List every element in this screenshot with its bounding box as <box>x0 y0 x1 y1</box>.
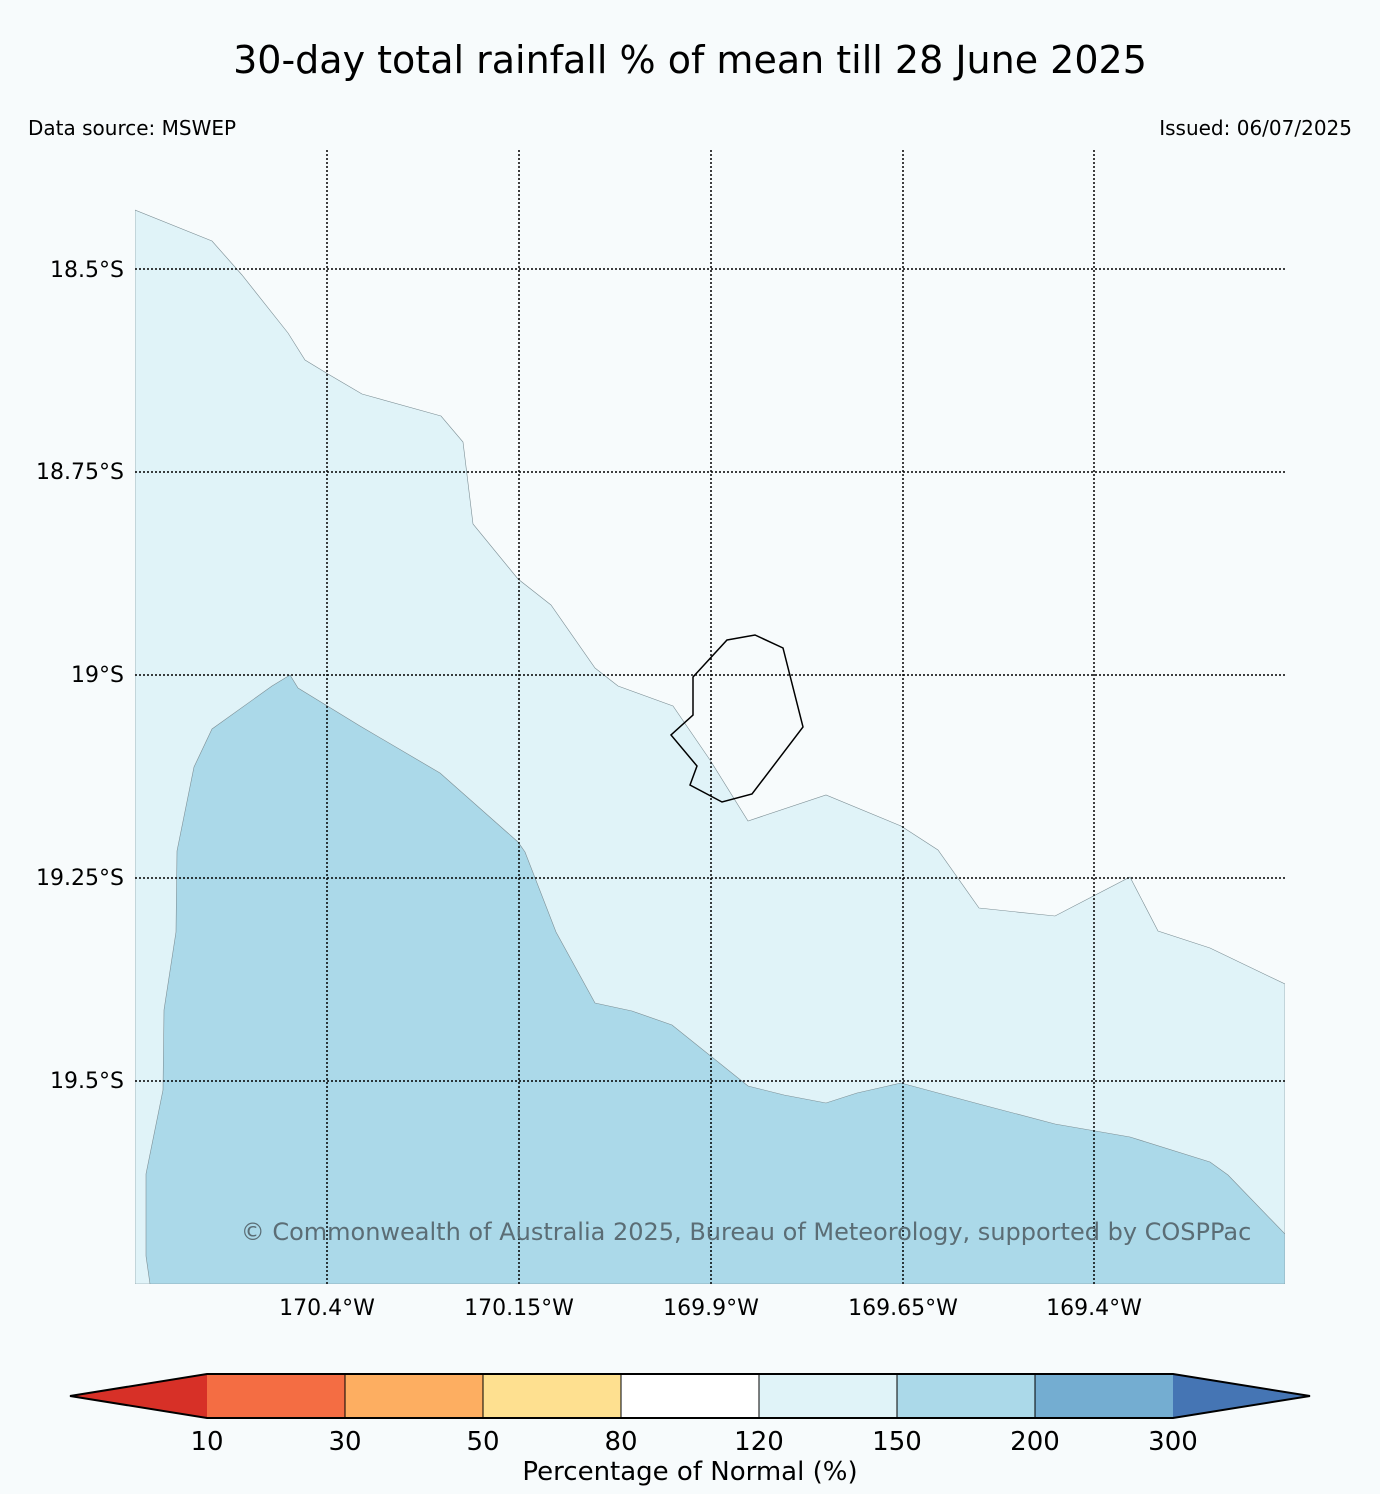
colorbar-segment <box>345 1374 483 1418</box>
latitude-labels: 18.5°S 18.75°S 19°S 19.25°S 19.5°S <box>36 258 124 1094</box>
lon-label: 169.9°W <box>663 1296 759 1321</box>
colorbar-segment <box>207 1374 345 1418</box>
colorbar-tick-labels: 10 30 50 80 120 150 200 300 <box>190 1427 1197 1457</box>
gridlines <box>135 150 1285 1284</box>
colorbar-tick: 120 <box>734 1427 784 1457</box>
longitude-labels: 170.4°W 170.15°W 169.9°W 169.65°W 169.4°… <box>279 1296 1142 1321</box>
colorbar-tick: 10 <box>190 1427 223 1457</box>
colorbar-tick: 150 <box>872 1427 922 1457</box>
colorbar: 10 30 50 80 120 150 200 300 Percentage o… <box>69 1373 1311 1487</box>
colorbar-title: Percentage of Normal (%) <box>522 1457 857 1487</box>
lon-label: 170.4°W <box>279 1296 375 1321</box>
copyright-text: © Commonwealth of Australia 2025, Bureau… <box>241 1218 1252 1246</box>
colorbar-outline <box>69 1373 1311 1419</box>
colorbar-extend-high <box>1173 1374 1310 1418</box>
region-150-200-percent <box>145 674 1285 1284</box>
map-area <box>135 150 1285 1284</box>
colorbar-segment <box>621 1374 759 1418</box>
lat-label: 18.5°S <box>50 258 124 283</box>
colorbar-segment <box>483 1374 621 1418</box>
island-outline <box>669 634 804 803</box>
lon-label: 170.15°W <box>464 1296 574 1321</box>
lat-label: 19.25°S <box>36 866 124 891</box>
colorbar-tick: 200 <box>1010 1427 1060 1457</box>
colorbar-segment <box>759 1374 897 1418</box>
data-source-label: Data source: MSWEP <box>28 116 237 140</box>
colorbar-tick: 50 <box>466 1427 499 1457</box>
colorbar-tick: 80 <box>604 1427 637 1457</box>
lat-label: 19°S <box>71 663 124 688</box>
lon-label: 169.65°W <box>848 1296 958 1321</box>
colorbar-tick: 300 <box>1148 1427 1198 1457</box>
lat-label: 19.5°S <box>50 1069 124 1094</box>
map-title: 30-day total rainfall % of mean till 28 … <box>233 38 1147 82</box>
colorbar-segment <box>897 1374 1035 1418</box>
colorbar-tick: 30 <box>328 1427 361 1457</box>
lon-label: 169.4°W <box>1046 1296 1142 1321</box>
colorbar-extend-low <box>70 1374 207 1418</box>
lat-label: 18.75°S <box>36 460 124 485</box>
colorbar-segment <box>1035 1374 1173 1418</box>
issued-date-label: Issued: 06/07/2025 <box>1159 116 1352 140</box>
